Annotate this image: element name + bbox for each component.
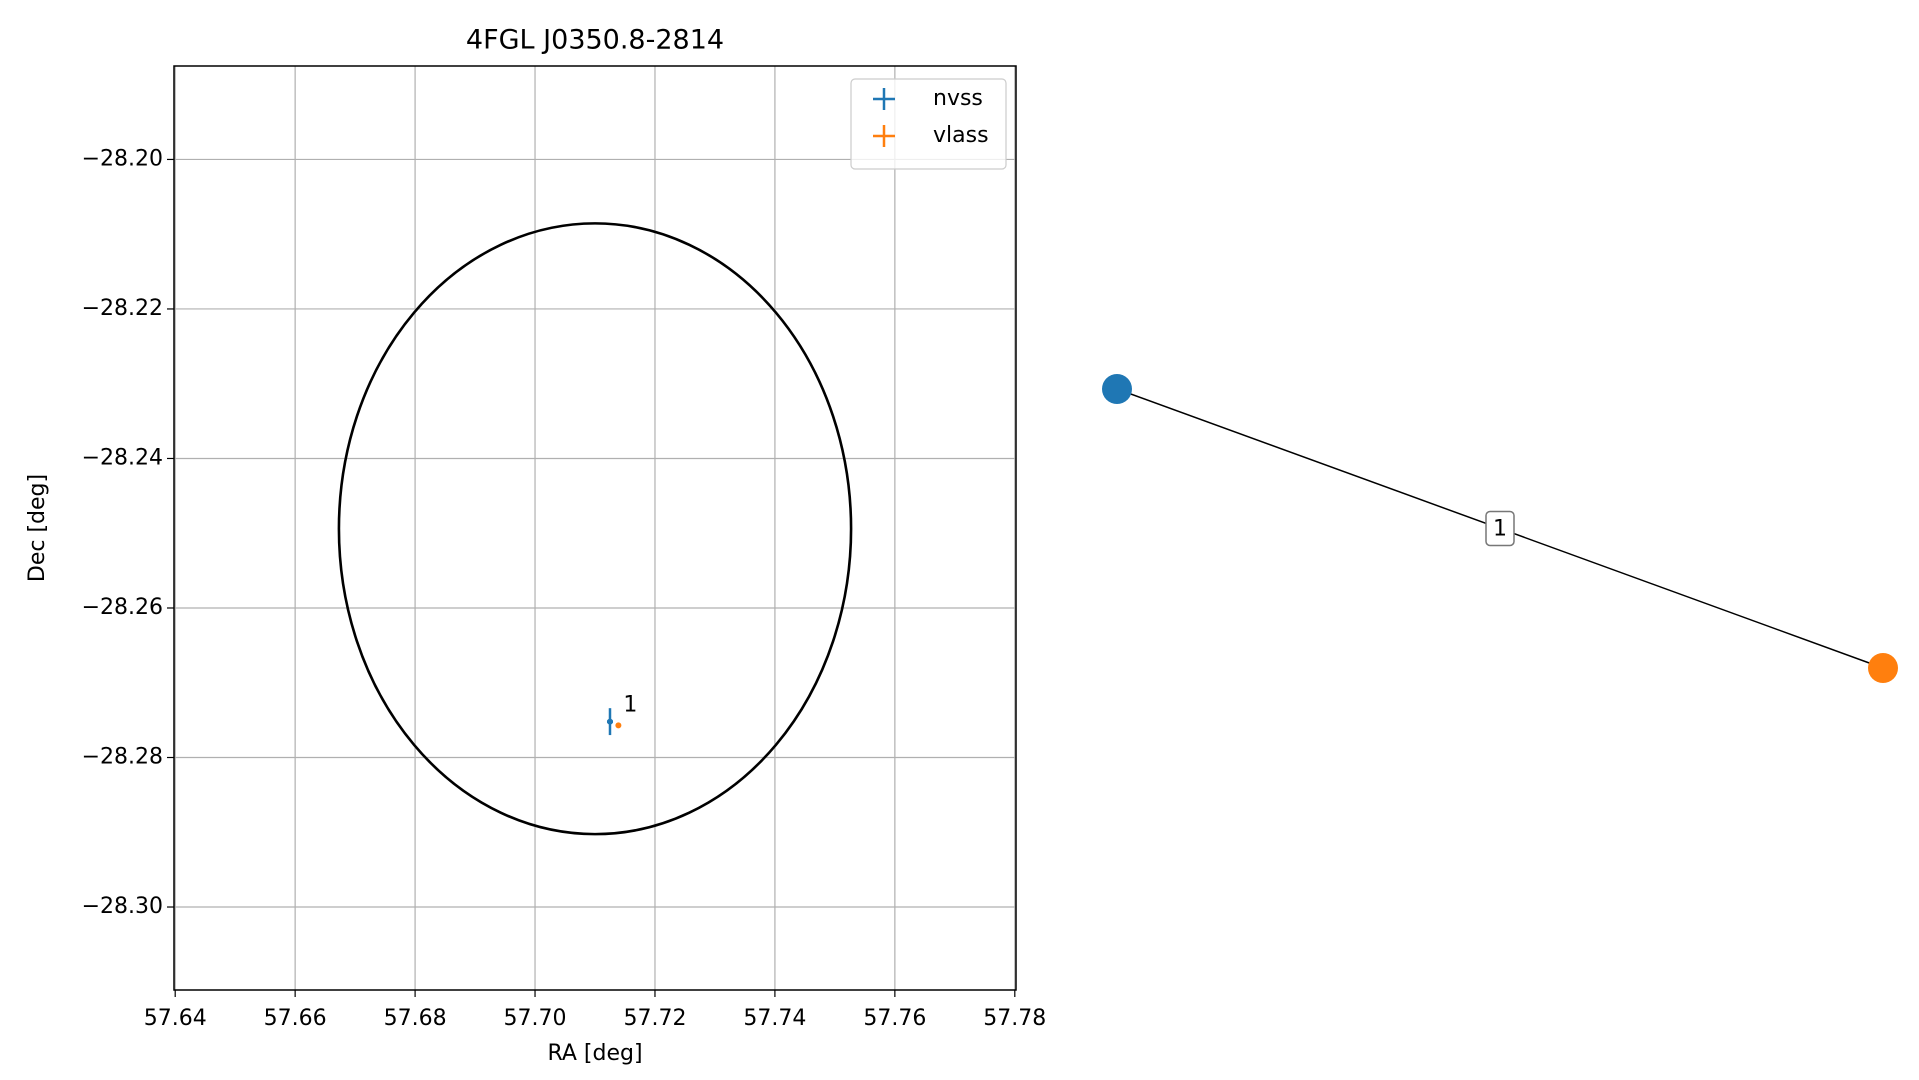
y-tick-label: −28.22 — [82, 296, 163, 321]
x-tick-label: 57.66 — [264, 1006, 327, 1031]
y-tick-label: −28.26 — [82, 595, 163, 620]
error-ellipse — [337, 222, 853, 836]
edge-label: 1 — [1493, 517, 1507, 542]
y-tick-label: −28.28 — [82, 745, 163, 770]
x-tick-label: 57.68 — [384, 1006, 447, 1031]
legend-label: vlass — [933, 123, 989, 148]
y-axis-label: Dec [deg] — [25, 474, 50, 582]
legend-box — [850, 78, 1007, 170]
annotation: 1 — [623, 692, 637, 717]
y-tick-label: −28.30 — [82, 894, 163, 919]
point — [606, 718, 613, 725]
y-tick-label: −28.24 — [82, 445, 163, 470]
point — [615, 722, 622, 729]
chart-title: 4FGL J0350.8-2814 — [466, 25, 724, 56]
legend-label: nvss — [933, 86, 983, 111]
x-tick-label: 57.76 — [863, 1006, 926, 1031]
x-tick-label: 57.70 — [504, 1006, 567, 1031]
x-tick-label: 57.78 — [983, 1006, 1046, 1031]
plot-frame — [173, 65, 1017, 991]
node — [1868, 653, 1898, 683]
x-axis-label: RA [deg] — [547, 1041, 642, 1066]
y-tick-label: −28.20 — [82, 146, 163, 171]
x-tick-label: 57.72 — [623, 1006, 686, 1031]
node — [1102, 374, 1132, 404]
x-tick-label: 57.74 — [743, 1006, 806, 1031]
x-tick-label: 57.64 — [144, 1006, 207, 1031]
edge-label-box — [1485, 510, 1515, 547]
